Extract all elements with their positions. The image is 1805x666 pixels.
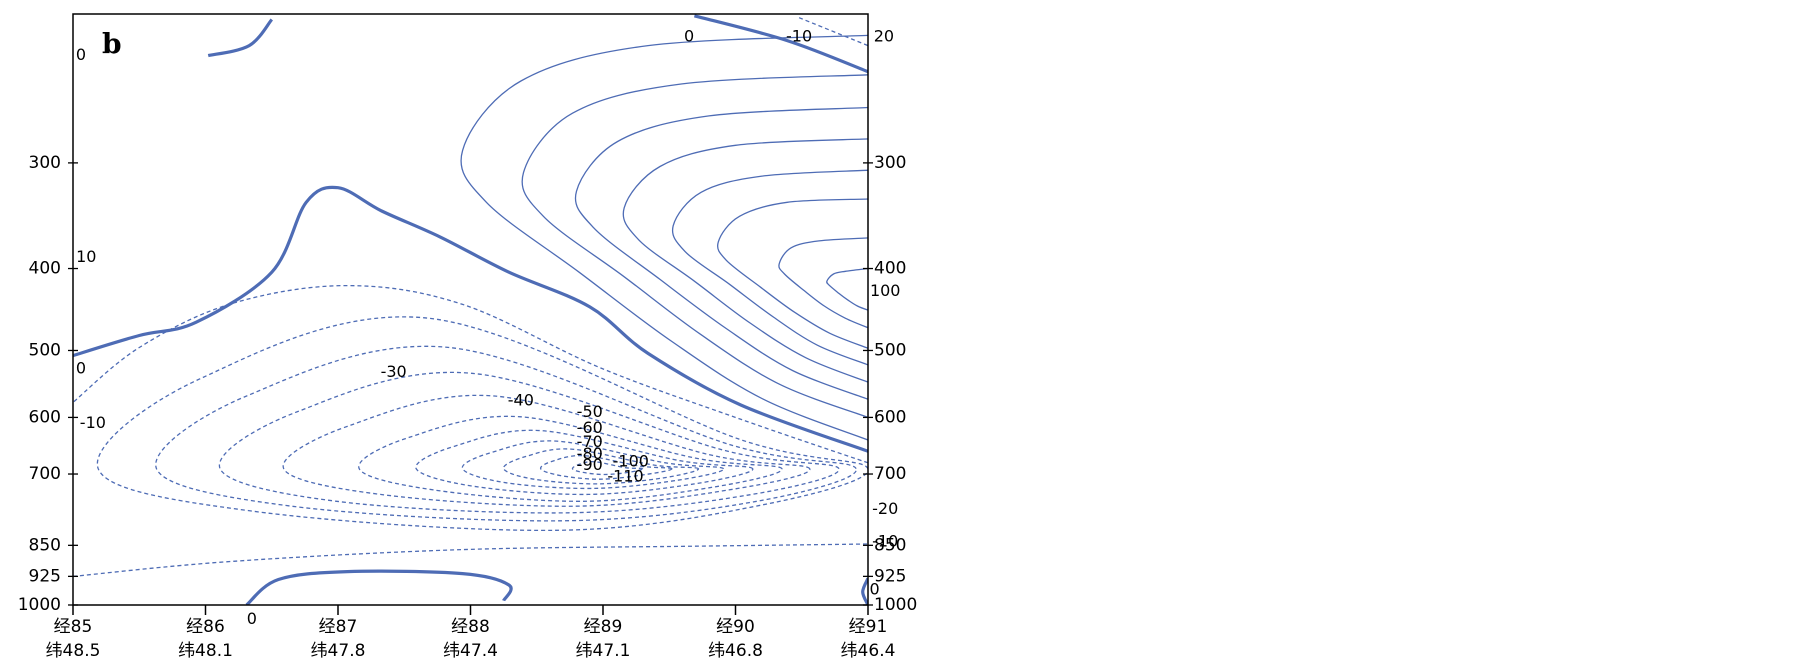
y-tick-label-right: 300 — [874, 153, 906, 173]
contour-line — [716, 198, 868, 349]
contour-line — [798, 17, 868, 47]
contour-label: -110 — [607, 467, 643, 486]
contour-label: -10 — [872, 531, 898, 550]
contour-label: -30 — [381, 362, 407, 381]
y-tick-label-right: 850 — [874, 535, 906, 555]
x-tick-label: 纬47.8 — [311, 641, 366, 661]
contour-line — [502, 448, 700, 485]
contour-label: -70 — [577, 432, 603, 451]
y-tick-label-right: 1000 — [874, 595, 917, 615]
contour-label: -10 — [786, 27, 812, 46]
contour-label: 0 — [76, 45, 86, 64]
contour-line — [218, 371, 840, 514]
contour-line — [671, 169, 868, 366]
x-tick-label: 经87 — [319, 617, 358, 637]
contour-line — [282, 394, 811, 507]
contour-label: 100 — [870, 281, 901, 300]
contour-line — [358, 415, 783, 502]
y-tick-label-left: 1000 — [18, 595, 61, 615]
y-tick-label-right: 925 — [874, 566, 906, 586]
contour-label: -100 — [613, 451, 649, 470]
contour-label: -80 — [577, 444, 603, 463]
x-tick-label: 纬46.4 — [841, 641, 896, 661]
contour-label: -60 — [577, 418, 603, 437]
y-tick-label-right: 400 — [874, 259, 906, 279]
contour-label: 0 — [76, 359, 86, 378]
contour-label: -20 — [872, 499, 898, 518]
contour-label: 10 — [76, 247, 96, 266]
x-tick-label: 经90 — [716, 617, 755, 637]
contour-line — [460, 34, 868, 441]
contour-line — [571, 460, 644, 476]
y-tick-label-left: 300 — [29, 153, 61, 173]
contour-line — [207, 18, 274, 58]
contour-label: 20 — [874, 27, 894, 46]
x-tick-label: 纬48.1 — [178, 641, 233, 661]
y-tick-label-right: 500 — [874, 340, 906, 360]
contour-line — [245, 569, 513, 605]
y-tick-label-left: 850 — [29, 535, 61, 555]
contour-label: -40 — [508, 391, 534, 410]
contour-line — [778, 237, 868, 329]
y-tick-label-left: 700 — [29, 464, 61, 484]
contour-label: 0 — [247, 609, 257, 628]
x-tick-label: 经86 — [186, 617, 225, 637]
contour-line — [96, 316, 868, 532]
y-tick-label-left: 600 — [29, 407, 61, 427]
contour-layer — [73, 14, 868, 605]
contour-label: -10 — [80, 413, 106, 432]
contour-line — [73, 185, 868, 453]
contour-line — [521, 74, 868, 419]
y-tick-label-left: 400 — [29, 259, 61, 279]
x-tick-label: 纬47.4 — [443, 641, 498, 661]
x-tick-label: 经91 — [849, 617, 888, 637]
contour-line — [461, 440, 725, 490]
contour-line — [693, 14, 868, 74]
x-tick-label: 纬48.5 — [46, 641, 101, 661]
y-tick-label-right: 600 — [874, 407, 906, 427]
contour-line — [415, 429, 754, 496]
contour-label: 0 — [684, 27, 694, 46]
x-tick-label: 经88 — [451, 617, 490, 637]
contour-line — [826, 267, 868, 311]
contour-line — [540, 454, 673, 480]
contour-line — [574, 106, 868, 400]
x-tick-label: 纬47.1 — [576, 641, 631, 661]
panel-label: b — [102, 28, 122, 61]
x-tick-label: 经85 — [54, 617, 93, 637]
contour-label: 0 — [870, 580, 880, 599]
x-tick-label: 经89 — [584, 617, 623, 637]
x-tick-label: 纬46.8 — [708, 641, 763, 661]
y-tick-label-left: 925 — [29, 566, 61, 586]
contour-label: -50 — [577, 402, 603, 421]
contour-label: -90 — [577, 455, 603, 474]
contour-line — [73, 284, 868, 464]
y-tick-label-right: 700 — [874, 464, 906, 484]
contour-line — [622, 138, 868, 383]
contour-line — [155, 345, 857, 522]
contour-line — [861, 577, 868, 605]
y-tick-label-left: 500 — [29, 340, 61, 360]
